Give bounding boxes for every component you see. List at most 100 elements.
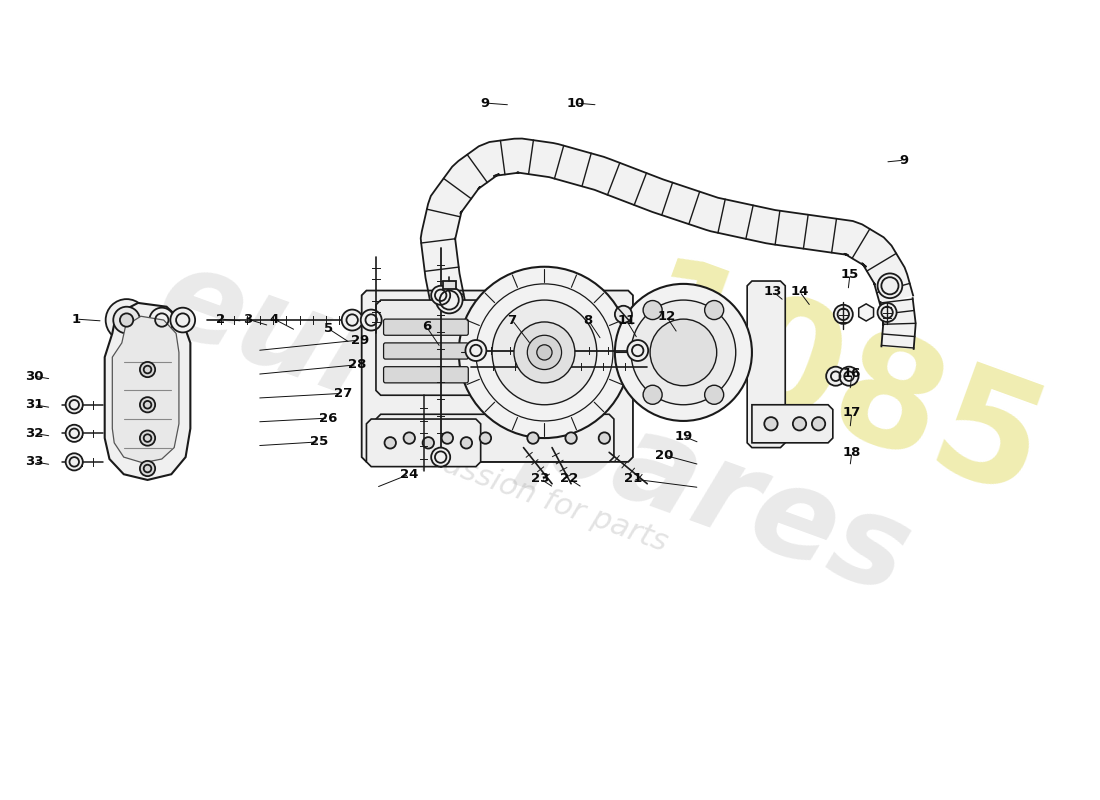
Polygon shape xyxy=(880,298,915,349)
Circle shape xyxy=(385,437,396,449)
Circle shape xyxy=(812,417,825,430)
Circle shape xyxy=(615,284,752,421)
Text: 27: 27 xyxy=(333,387,352,400)
Text: 1: 1 xyxy=(72,313,80,326)
Circle shape xyxy=(537,345,552,360)
Text: 24: 24 xyxy=(400,468,418,481)
Circle shape xyxy=(480,432,491,444)
FancyBboxPatch shape xyxy=(384,319,469,335)
Circle shape xyxy=(615,306,632,323)
Circle shape xyxy=(436,286,463,314)
Circle shape xyxy=(834,305,852,324)
Circle shape xyxy=(465,340,486,361)
Text: 20: 20 xyxy=(656,449,673,462)
Circle shape xyxy=(66,425,82,442)
Circle shape xyxy=(404,432,415,444)
Circle shape xyxy=(650,319,717,386)
Polygon shape xyxy=(752,405,833,443)
Circle shape xyxy=(826,366,845,386)
Circle shape xyxy=(170,308,195,333)
Text: 29: 29 xyxy=(351,334,369,346)
Circle shape xyxy=(492,300,597,405)
FancyBboxPatch shape xyxy=(384,366,469,383)
Text: 4: 4 xyxy=(270,313,278,326)
Circle shape xyxy=(878,303,896,322)
Text: a passion for parts: a passion for parts xyxy=(394,433,672,558)
Circle shape xyxy=(793,417,806,430)
Text: eurospares: eurospares xyxy=(141,237,925,621)
Circle shape xyxy=(631,300,736,405)
Polygon shape xyxy=(362,290,632,462)
Polygon shape xyxy=(104,303,190,480)
Circle shape xyxy=(342,310,363,330)
Circle shape xyxy=(705,386,724,404)
Circle shape xyxy=(764,417,778,430)
Circle shape xyxy=(431,447,450,466)
Circle shape xyxy=(598,432,611,444)
Polygon shape xyxy=(376,300,481,395)
Text: 23: 23 xyxy=(531,473,550,486)
Polygon shape xyxy=(112,316,179,463)
Text: 13: 13 xyxy=(763,285,782,298)
Circle shape xyxy=(441,432,453,444)
Circle shape xyxy=(113,306,140,334)
Text: 9: 9 xyxy=(900,154,909,166)
Circle shape xyxy=(150,308,174,333)
Text: 17: 17 xyxy=(843,406,861,419)
Text: 31: 31 xyxy=(25,398,44,411)
Text: 33: 33 xyxy=(25,455,44,468)
Text: 26: 26 xyxy=(319,411,338,425)
Circle shape xyxy=(839,366,858,386)
Polygon shape xyxy=(747,281,785,447)
Circle shape xyxy=(140,430,155,446)
Circle shape xyxy=(431,286,450,305)
Text: 21: 21 xyxy=(624,473,642,486)
Text: 8: 8 xyxy=(584,314,593,326)
Text: 19: 19 xyxy=(674,430,693,442)
Text: 18: 18 xyxy=(843,446,861,459)
Text: 16: 16 xyxy=(843,367,861,380)
Circle shape xyxy=(140,362,155,377)
Polygon shape xyxy=(442,281,455,289)
Circle shape xyxy=(422,437,435,449)
Text: 1085: 1085 xyxy=(613,248,1063,533)
Text: 30: 30 xyxy=(25,370,44,382)
Circle shape xyxy=(527,335,562,370)
Text: 2: 2 xyxy=(217,313,226,326)
Polygon shape xyxy=(366,419,481,466)
Circle shape xyxy=(878,274,902,298)
Circle shape xyxy=(106,299,147,341)
Text: 15: 15 xyxy=(840,268,859,281)
Text: 12: 12 xyxy=(657,310,675,322)
Circle shape xyxy=(66,454,82,470)
Circle shape xyxy=(140,461,155,476)
Circle shape xyxy=(627,340,648,361)
Circle shape xyxy=(514,322,575,383)
Circle shape xyxy=(140,397,155,412)
Text: 14: 14 xyxy=(790,285,808,298)
Text: 6: 6 xyxy=(421,320,431,334)
Text: 28: 28 xyxy=(348,358,366,371)
Polygon shape xyxy=(420,138,913,313)
Circle shape xyxy=(527,432,539,444)
FancyBboxPatch shape xyxy=(384,343,469,359)
Text: 10: 10 xyxy=(566,97,585,110)
Circle shape xyxy=(361,310,382,330)
Text: 5: 5 xyxy=(323,322,333,335)
Circle shape xyxy=(644,301,662,319)
Text: 25: 25 xyxy=(310,435,328,448)
Circle shape xyxy=(66,396,82,414)
Polygon shape xyxy=(376,414,614,462)
Text: 11: 11 xyxy=(617,314,636,326)
Circle shape xyxy=(459,266,630,438)
Text: 22: 22 xyxy=(560,473,579,486)
Text: 3: 3 xyxy=(243,313,252,326)
Text: 7: 7 xyxy=(507,314,517,326)
Circle shape xyxy=(565,432,576,444)
Polygon shape xyxy=(859,304,873,321)
Text: 32: 32 xyxy=(25,427,44,440)
Circle shape xyxy=(705,301,724,319)
Text: 9: 9 xyxy=(481,97,490,110)
Circle shape xyxy=(461,437,472,449)
Circle shape xyxy=(644,386,662,404)
